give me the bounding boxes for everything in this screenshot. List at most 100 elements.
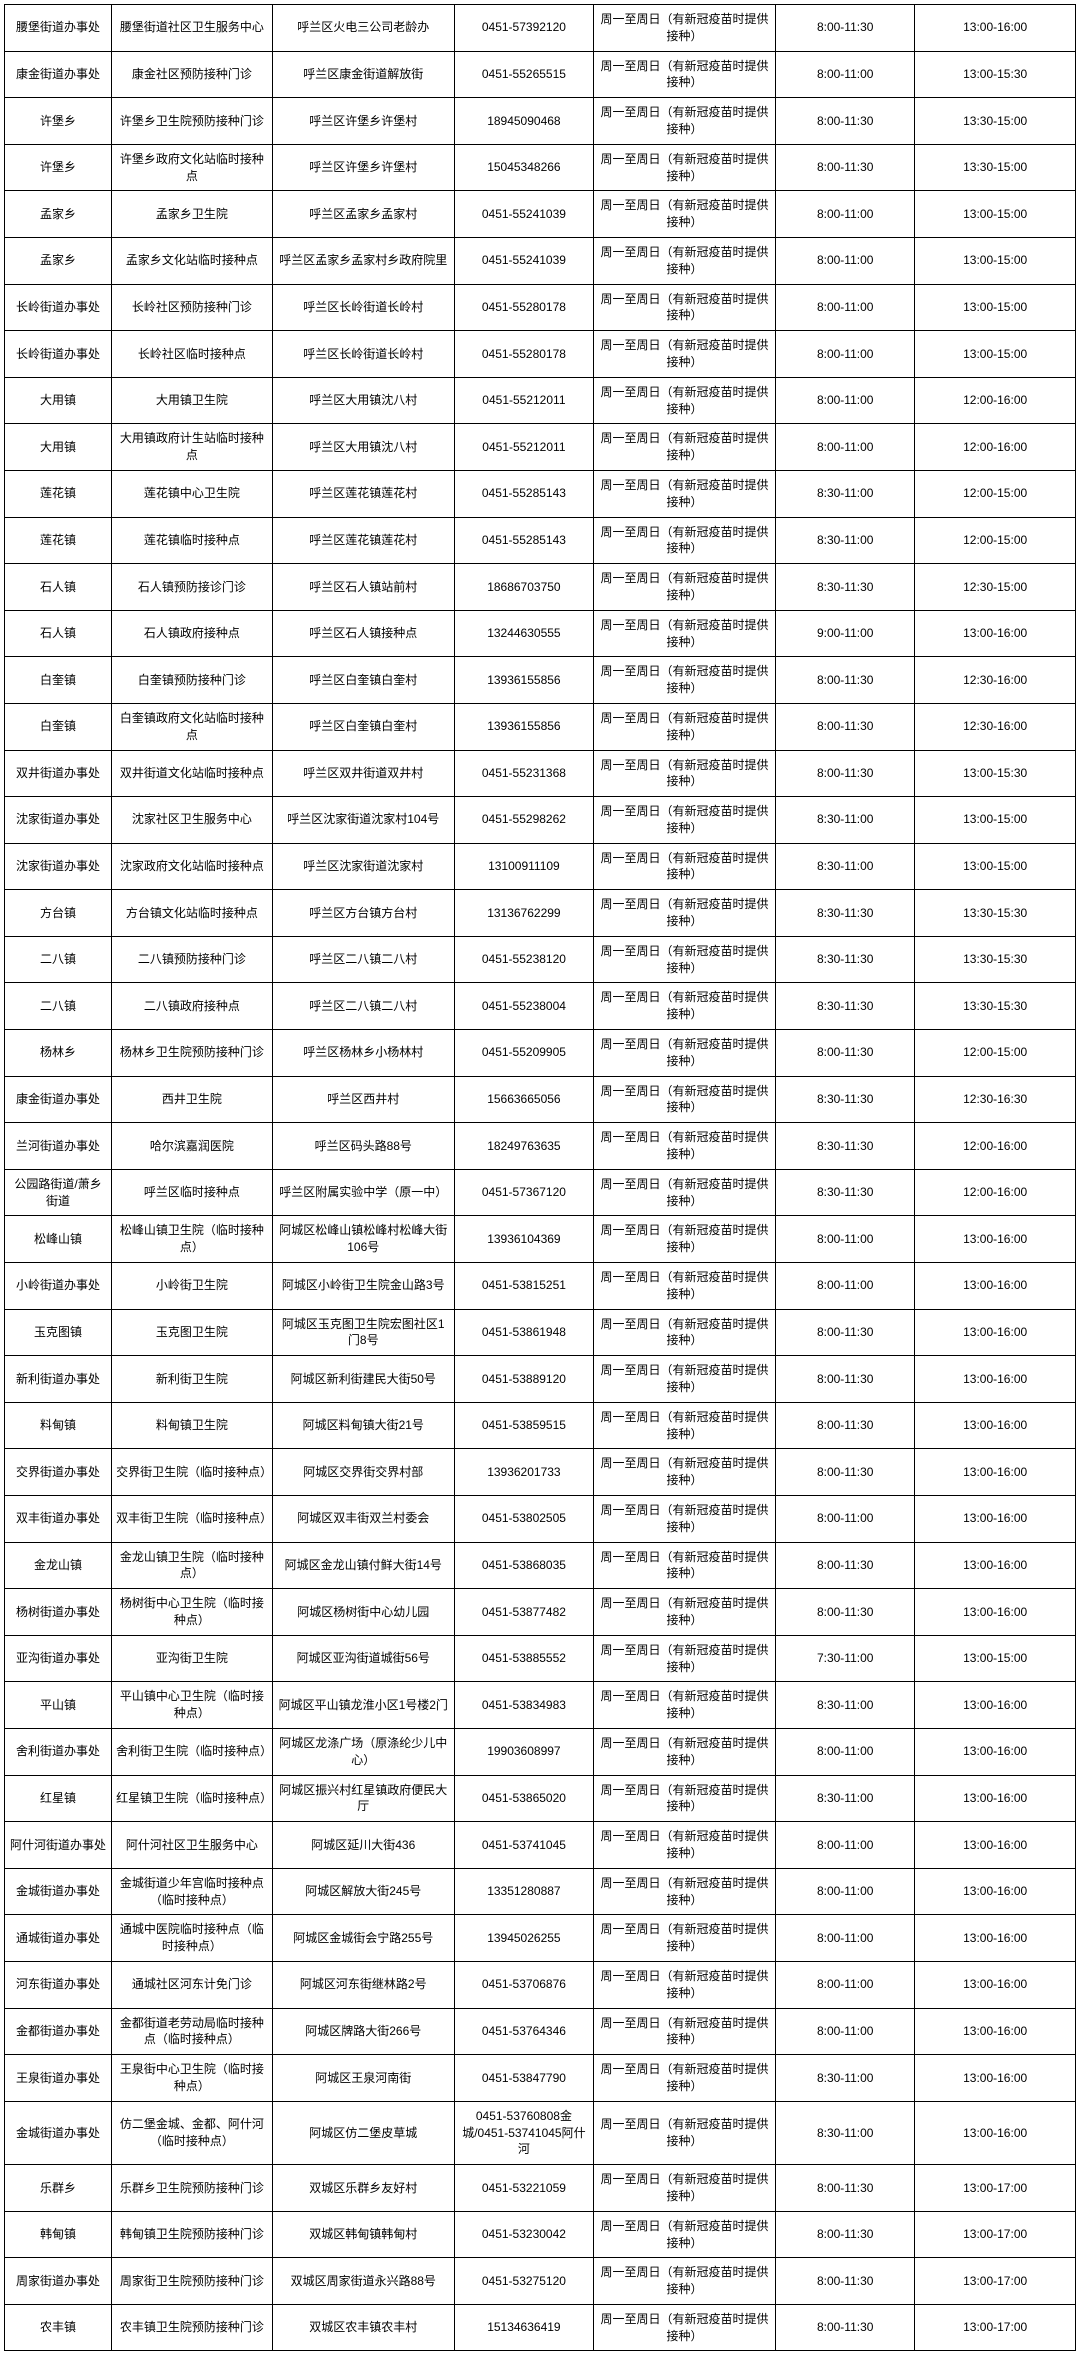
table-cell: 13936201733 — [454, 1449, 593, 1496]
table-cell: 新利街道办事处 — [5, 1356, 112, 1403]
table-cell: 玉克图镇 — [5, 1309, 112, 1356]
table-cell: 河东街道办事处 — [5, 1961, 112, 2008]
table-cell: 亚沟街道办事处 — [5, 1635, 112, 1682]
table-cell: 8:30-11:30 — [776, 1123, 915, 1170]
table-cell: 13:30-15:30 — [915, 890, 1076, 937]
table-cell: 8:00-11:00 — [776, 424, 915, 471]
table-cell: 料甸镇卫生院 — [112, 1402, 273, 1449]
table-cell: 金龙山镇 — [5, 1542, 112, 1589]
table-cell: 阿什河社区卫生服务中心 — [112, 1822, 273, 1869]
table-row: 长岭街道办事处长岭社区预防接种门诊呼兰区长岭街道长岭村0451-55280178… — [5, 284, 1076, 331]
table-cell: 13:00-16:00 — [915, 1822, 1076, 1869]
table-cell: 0451-55212011 — [454, 424, 593, 471]
table-cell: 石人镇 — [5, 610, 112, 657]
table-cell: 周一至周日（有新冠疫苗时提供接种） — [594, 1030, 776, 1077]
table-cell: 0451-53877482 — [454, 1589, 593, 1636]
table-row: 二八镇二八镇政府接种点呼兰区二八镇二八村0451-55238004周一至周日（有… — [5, 983, 1076, 1030]
table-row: 王泉街道办事处王泉街中心卫生院（临时接种点）阿城区王泉河南街0451-53847… — [5, 2055, 1076, 2102]
table-cell: 8:00-11:00 — [776, 284, 915, 331]
table-cell: 0451-53760808金城/0451-53741045阿什河 — [454, 2101, 593, 2164]
table-cell: 双城区乐群乡友好村 — [272, 2165, 454, 2212]
table-cell: 8:00-11:00 — [776, 1728, 915, 1775]
table-cell: 康金社区预防接种门诊 — [112, 51, 273, 98]
table-cell: 呼兰区孟家乡孟家村 — [272, 191, 454, 238]
table-cell: 呼兰区二八镇二八村 — [272, 936, 454, 983]
table-cell: 周一至周日（有新冠疫苗时提供接种） — [594, 191, 776, 238]
table-row: 公园路街道/萧乡街道呼兰区临时接种点呼兰区附属实验中学（原一中）0451-573… — [5, 1169, 1076, 1216]
table-cell: 白奎镇预防接种门诊 — [112, 657, 273, 704]
table-cell: 呼兰区大用镇沈八村 — [272, 424, 454, 471]
table-cell: 白奎镇 — [5, 657, 112, 704]
table-cell: 周一至周日（有新冠疫苗时提供接种） — [594, 797, 776, 844]
table-cell: 沈家街道办事处 — [5, 797, 112, 844]
table-cell: 松峰山镇卫生院（临时接种点） — [112, 1216, 273, 1263]
table-cell: 阿城区交界街交界村部 — [272, 1449, 454, 1496]
table-cell: 13:00-16:00 — [915, 1961, 1076, 2008]
table-cell: 0451-53275120 — [454, 2258, 593, 2305]
table-cell: 13:00-16:00 — [915, 610, 1076, 657]
table-cell: 双丰街卫生院（临时接种点） — [112, 1496, 273, 1543]
table-cell: 13:00-15:00 — [915, 1635, 1076, 1682]
table-cell: 周一至周日（有新冠疫苗时提供接种） — [594, 1915, 776, 1962]
table-cell: 8:30-11:30 — [776, 1169, 915, 1216]
table-cell: 阿城区龙涤广场（原涤纶少儿中心） — [272, 1728, 454, 1775]
table-cell: 许堡乡政府文化站临时接种点 — [112, 144, 273, 191]
table-row: 舍利街道办事处舍利街卫生院（临时接种点）阿城区龙涤广场（原涤纶少儿中心）1990… — [5, 1728, 1076, 1775]
table-cell: 13:00-16:00 — [915, 1216, 1076, 1263]
table-cell: 呼兰区康金街道解放街 — [272, 51, 454, 98]
table-cell: 8:00-11:30 — [776, 1309, 915, 1356]
table-cell: 周一至周日（有新冠疫苗时提供接种） — [594, 890, 776, 937]
table-cell: 金都街道办事处 — [5, 2008, 112, 2055]
table-cell: 阿城区小岭街卫生院金山路3号 — [272, 1263, 454, 1310]
table-cell: 13:00-17:00 — [915, 2165, 1076, 2212]
table-cell: 舍利街卫生院（临时接种点） — [112, 1728, 273, 1775]
table-cell: 13936155856 — [454, 657, 593, 704]
table-cell: 13:30-15:00 — [915, 144, 1076, 191]
table-row: 方台镇方台镇文化站临时接种点呼兰区方台镇方台村13136762299周一至周日（… — [5, 890, 1076, 937]
table-cell: 周一至周日（有新冠疫苗时提供接种） — [594, 936, 776, 983]
table-cell: 周一至周日（有新冠疫苗时提供接种） — [594, 564, 776, 611]
table-row: 平山镇平山镇中心卫生院（临时接种点）阿城区平山镇龙淮小区1号楼2门0451-53… — [5, 1682, 1076, 1729]
table-cell: 通城街道办事处 — [5, 1915, 112, 1962]
table-row: 农丰镇农丰镇卫生院预防接种门诊双城区农丰镇农丰村15134636419周一至周日… — [5, 2304, 1076, 2351]
table-cell: 19903608997 — [454, 1728, 593, 1775]
table-cell: 孟家乡 — [5, 237, 112, 284]
table-cell: 王泉街道办事处 — [5, 2055, 112, 2102]
table-cell: 周一至周日（有新冠疫苗时提供接种） — [594, 703, 776, 750]
table-cell: 呼兰区莲花镇莲花村 — [272, 470, 454, 517]
table-row: 通城街道办事处通城中医院临时接种点（临时接种点）阿城区金城街会宁路255号139… — [5, 1915, 1076, 1962]
table-row: 石人镇石人镇政府接种点呼兰区石人镇接种点13244630555周一至周日（有新冠… — [5, 610, 1076, 657]
table-cell: 13:00-15:00 — [915, 843, 1076, 890]
table-cell: 8:00-11:30 — [776, 1589, 915, 1636]
table-cell: 杨林乡 — [5, 1030, 112, 1077]
table-row: 二八镇二八镇预防接种门诊呼兰区二八镇二八村0451-55238120周一至周日（… — [5, 936, 1076, 983]
table-cell: 韩甸镇卫生院预防接种门诊 — [112, 2211, 273, 2258]
table-cell: 周一至周日（有新冠疫苗时提供接种） — [594, 1449, 776, 1496]
table-cell: 0451-53889120 — [454, 1356, 593, 1403]
table-cell: 8:30-11:00 — [776, 2055, 915, 2102]
table-cell: 0451-53861948 — [454, 1309, 593, 1356]
table-cell: 8:00-11:00 — [776, 1822, 915, 1869]
table-cell: 12:30-15:00 — [915, 564, 1076, 611]
table-cell: 0451-55280178 — [454, 284, 593, 331]
table-cell: 12:00-16:00 — [915, 1123, 1076, 1170]
table-row: 双井街道办事处双井街道文化站临时接种点呼兰区双井街道双井村0451-552313… — [5, 750, 1076, 797]
table-cell: 兰河街道办事处 — [5, 1123, 112, 1170]
table-cell: 13:00-16:00 — [915, 1868, 1076, 1915]
table-cell: 13:00-16:00 — [915, 1915, 1076, 1962]
table-cell: 13:00-15:00 — [915, 331, 1076, 378]
table-cell: 8:00-11:30 — [776, 657, 915, 704]
table-cell: 周一至周日（有新冠疫苗时提供接种） — [594, 331, 776, 378]
table-cell: 0451-55241039 — [454, 237, 593, 284]
table-cell: 8:00-11:00 — [776, 2008, 915, 2055]
table-cell: 小岭街道办事处 — [5, 1263, 112, 1310]
table-cell: 0451-55298262 — [454, 797, 593, 844]
table-cell: 韩甸镇 — [5, 2211, 112, 2258]
table-cell: 周一至周日（有新冠疫苗时提供接种） — [594, 2258, 776, 2305]
table-cell: 周一至周日（有新冠疫苗时提供接种） — [594, 1542, 776, 1589]
table-cell: 周一至周日（有新冠疫苗时提供接种） — [594, 1868, 776, 1915]
table-cell: 方台镇 — [5, 890, 112, 937]
table-cell: 0451-53741045 — [454, 1822, 593, 1869]
table-cell: 阿城区双丰街双兰村委会 — [272, 1496, 454, 1543]
table-cell: 周一至周日（有新冠疫苗时提供接种） — [594, 377, 776, 424]
